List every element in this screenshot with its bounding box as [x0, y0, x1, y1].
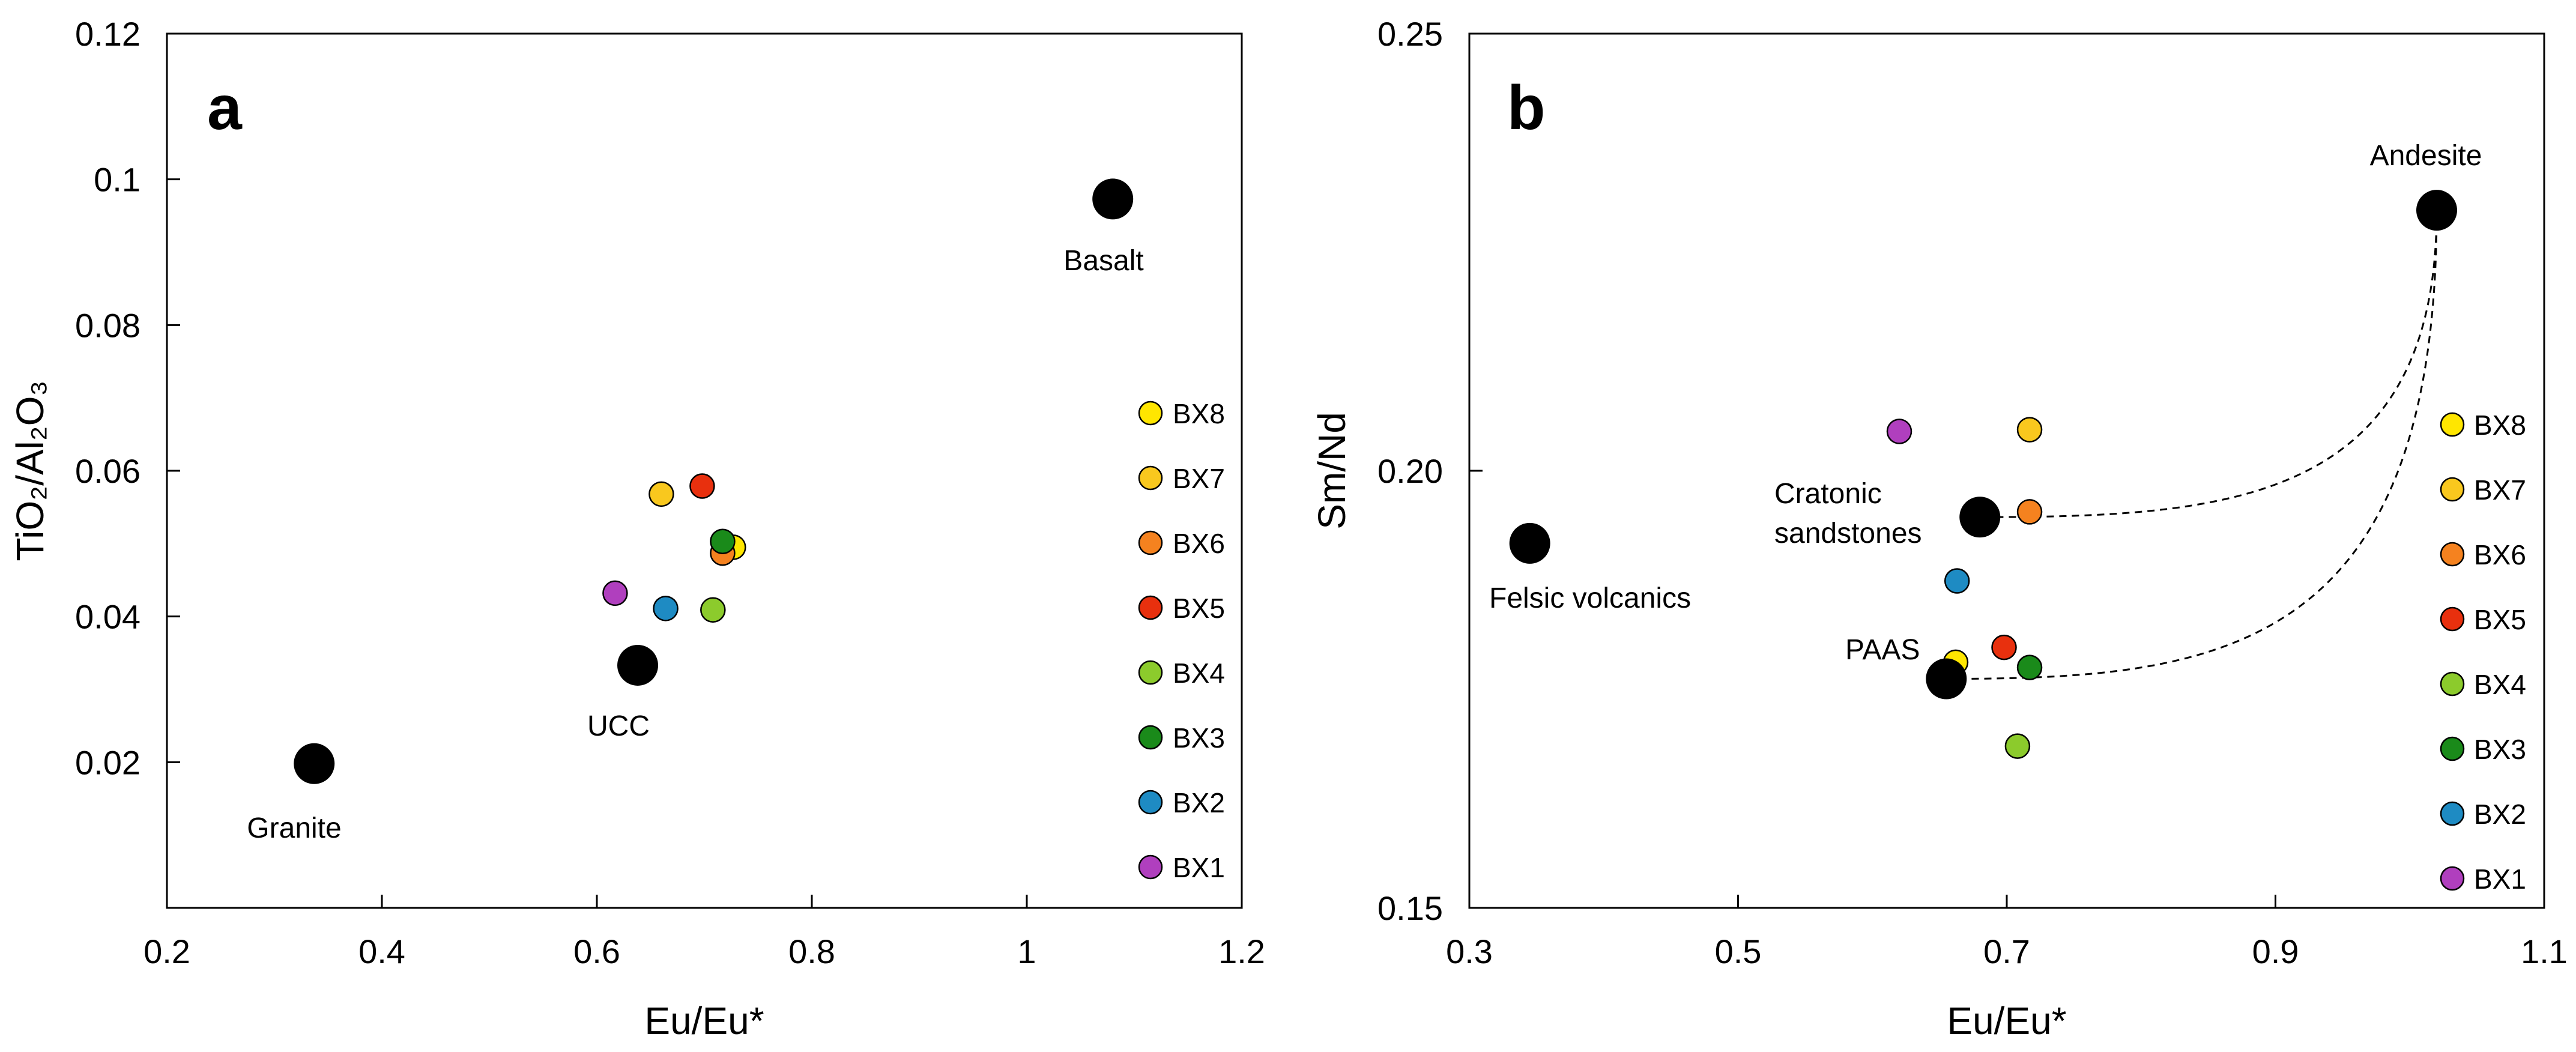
panel-letter: b [1507, 73, 1546, 143]
legend-marker-bx3 [1138, 725, 1163, 750]
reference-point [294, 743, 335, 784]
legend-marker-bx5 [2440, 606, 2465, 632]
legend-label: BX1 [2474, 863, 2526, 895]
x-tick-label: 0.9 [2252, 933, 2299, 970]
sample-point-bx6 [2016, 499, 2043, 525]
sample-point-bx1 [602, 580, 628, 606]
legend-marker-bx8 [1138, 401, 1163, 426]
y-tick-label: 0.25 [1377, 15, 1443, 53]
legend-label: BX1 [1173, 852, 1225, 883]
sample-point-bx3 [2016, 654, 2043, 680]
trend-curve [1946, 210, 2438, 680]
legend-label: BX5 [2474, 604, 2526, 635]
y-tick-label: 0.20 [1377, 452, 1443, 490]
x-tick-label: 1 [1017, 933, 1036, 970]
legend-label: BX6 [1173, 528, 1225, 559]
sample-point-bx2 [1944, 568, 1970, 594]
legend-label: BX4 [1173, 658, 1225, 689]
sample-point-bx1 [1886, 419, 1912, 444]
x-tick-label: 0.5 [1715, 933, 1762, 970]
y-tick-label: 0.06 [75, 452, 141, 490]
reference-label: UCC [587, 710, 650, 742]
x-tick-label: 0.8 [788, 933, 835, 970]
reference-point [1092, 178, 1134, 220]
legend-label: BX8 [2474, 410, 2526, 441]
x-tick-label: 0.6 [573, 933, 620, 970]
sample-point-bx7 [649, 481, 674, 507]
x-tick-label: 0.7 [1983, 933, 2030, 970]
x-axis-title: Eu/Eu* [644, 999, 764, 1042]
y-axis-title: Sm/Nd [1310, 412, 1353, 530]
legend-label: BX5 [1173, 593, 1225, 624]
legend-label: BX7 [2474, 474, 2526, 506]
trend-curve [1980, 210, 2438, 518]
legend-label: BX6 [2474, 539, 2526, 570]
legend-marker-bx1 [1138, 854, 1163, 880]
legend-label: BX3 [2474, 734, 2526, 765]
legend-label: BX4 [2474, 669, 2526, 700]
reference-label: PAAS [1845, 634, 1920, 666]
sample-point-bx4 [700, 597, 726, 623]
reference-label: Andesite [2370, 140, 2482, 172]
sample-point-bx2 [653, 596, 679, 621]
legend-marker-bx1 [2440, 866, 2465, 891]
reference-label: Basalt [1063, 245, 1143, 277]
legend-marker-bx2 [2440, 801, 2465, 826]
sample-point-bx5 [1991, 634, 2017, 661]
y-tick-label: 0.02 [75, 743, 141, 781]
sample-point-bx5 [689, 473, 715, 499]
legend-label: BX2 [2474, 799, 2526, 830]
panel-letter: a [207, 73, 243, 143]
sample-point-bx4 [2004, 733, 2031, 759]
y-tick-label: 0.15 [1377, 889, 1443, 927]
legend-marker-bx6 [1138, 530, 1163, 555]
sample-point-bx3 [710, 528, 736, 554]
y-tick-label: 0.1 [94, 161, 141, 199]
legend-marker-bx7 [2440, 477, 2465, 502]
legend-label: BX7 [1173, 463, 1225, 494]
reference-point [617, 644, 659, 686]
x-tick-label: 1.1 [2521, 933, 2568, 970]
x-axis-title: Eu/Eu* [1947, 999, 2066, 1042]
reference-point [1926, 658, 1967, 700]
y-tick-label: 0.08 [75, 306, 141, 344]
reference-point [2416, 190, 2457, 231]
reference-label: Felsic volcanics [1489, 582, 1691, 614]
reference-label: Granite [247, 812, 341, 844]
legend-marker-bx4 [2440, 671, 2465, 697]
x-tick-label: 1.2 [1218, 933, 1265, 970]
legend-marker-bx7 [1138, 465, 1163, 491]
x-tick-label: 0.3 [1446, 933, 1493, 970]
y-tick-label: 0.04 [75, 598, 141, 636]
x-tick-label: 0.2 [144, 933, 190, 970]
legend-marker-bx2 [1138, 790, 1163, 815]
panel-b: 0.3 0.5 0.7 0.9 1.1 0.15 0.20 0.25 Eu/Eu* Sm/Nd b F… [1310, 15, 2568, 1042]
legend-label: BX2 [1173, 787, 1225, 818]
reference-point [1959, 497, 2001, 538]
legend-marker-bx4 [1138, 660, 1163, 685]
y-tick-label: 0.12 [75, 15, 141, 53]
legend-label: BX3 [1173, 722, 1225, 754]
reference-label: Cratonic sandstones [1774, 478, 1922, 549]
legend-marker-bx8 [2440, 412, 2465, 437]
legend-label: BX8 [1173, 398, 1225, 429]
legend-marker-bx6 [2440, 542, 2465, 567]
panel-a: 0.2 0.4 0.6 0.8 1 1.2 0.02 0.04 0.06 0.08 0.1 0.12 E… [8, 15, 1265, 1042]
legend-marker-bx3 [2440, 736, 2465, 761]
sample-point-bx7 [2016, 417, 2043, 443]
x-tick-label: 0.4 [358, 933, 405, 970]
y-axis-title: TiO₂/Al₂O₃ [8, 381, 52, 561]
reference-point [1509, 522, 1550, 564]
legend-marker-bx5 [1138, 595, 1163, 620]
